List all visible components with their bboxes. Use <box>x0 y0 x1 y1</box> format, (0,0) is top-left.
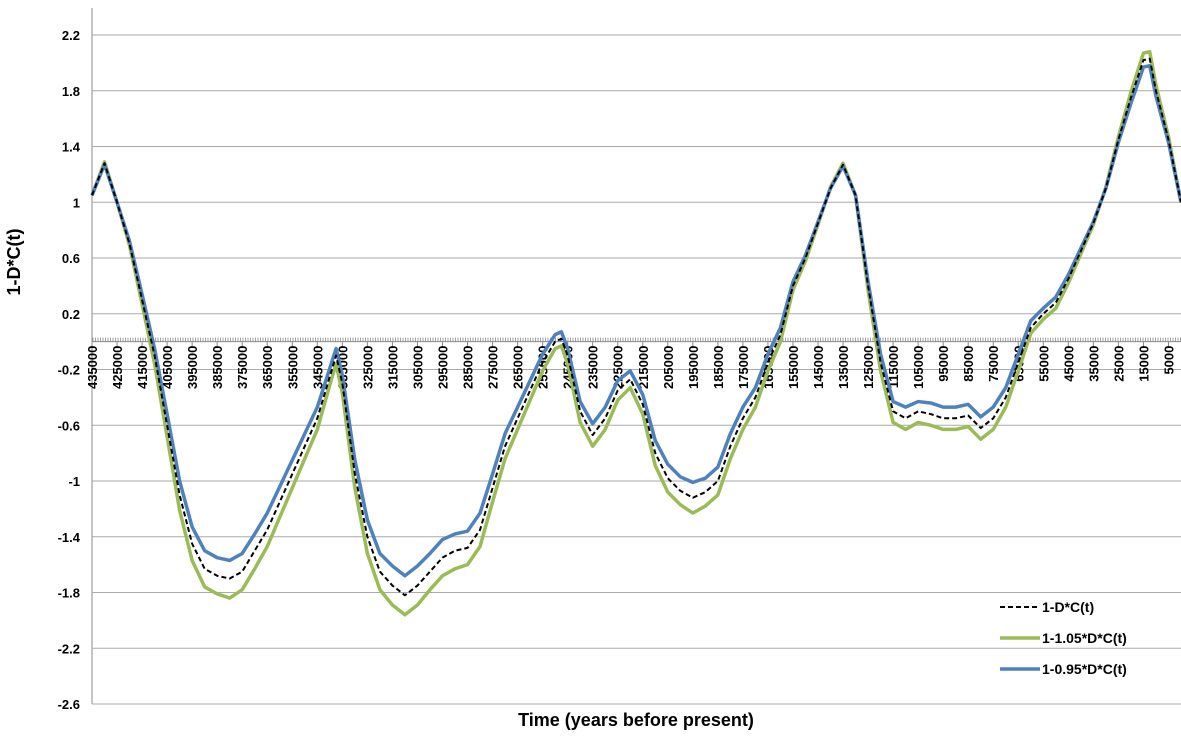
legend-label: 1-0.95*D*C(t) <box>1042 661 1127 677</box>
y-tick-label: -1 <box>68 474 80 489</box>
x-tick-label: 85000 <box>961 346 976 382</box>
x-tick-label: 235000 <box>586 346 601 389</box>
x-tick-label: 295000 <box>435 346 450 389</box>
x-axis-title: Time (years before present) <box>518 710 754 730</box>
x-tick-label: 325000 <box>360 346 375 389</box>
x-tick-label: 15000 <box>1136 346 1151 382</box>
x-tick-label: 405000 <box>160 346 175 389</box>
x-tick-label: 5000 <box>1161 346 1176 375</box>
x-tick-label: 265000 <box>511 346 526 389</box>
x-tick-label: 415000 <box>135 346 150 389</box>
y-tick-label: -2.6 <box>58 697 80 712</box>
x-tick-label: 315000 <box>385 346 400 389</box>
y-axis-title: 1-D*C(t) <box>4 229 24 296</box>
x-tick-label: 115000 <box>886 346 901 389</box>
x-tick-label: 145000 <box>811 346 826 389</box>
x-tick-label: 195000 <box>686 346 701 389</box>
y-tick-label: 0.6 <box>62 251 80 266</box>
x-tick-label: 55000 <box>1036 346 1051 382</box>
y-tick-label: -1.8 <box>58 586 80 601</box>
y-tick-label: -1.4 <box>58 530 81 545</box>
x-tick-label: 395000 <box>185 346 200 389</box>
y-tick-label: -2.2 <box>58 641 80 656</box>
series-line <box>90 63 1181 578</box>
x-tick-label: 185000 <box>711 346 726 389</box>
y-tick-label: -0.6 <box>58 418 80 433</box>
x-tick-label: 345000 <box>310 346 325 389</box>
series-line <box>91 57 1181 597</box>
x-tick-label: 105000 <box>911 346 926 389</box>
x-tick-label: 425000 <box>110 346 125 389</box>
y-tick-label: 1.4 <box>62 140 81 155</box>
x-axis-minor-ticks <box>92 337 1181 342</box>
x-tick-label: 285000 <box>461 346 476 389</box>
y-tick-label: -0.2 <box>58 363 80 378</box>
x-tick-label: 135000 <box>836 346 851 389</box>
x-tick-label: 355000 <box>285 346 300 389</box>
x-tick-label: 215000 <box>636 346 651 389</box>
y-tick-label: 0.2 <box>62 307 80 322</box>
x-tick-label: 155000 <box>786 346 801 389</box>
x-tick-label: 95000 <box>936 346 951 382</box>
x-tick-label: 435000 <box>85 346 100 389</box>
series-line <box>90 49 1181 617</box>
x-tick-label: 175000 <box>736 346 751 389</box>
y-tick-label: 2.2 <box>62 28 80 43</box>
x-tick-label: 25000 <box>1111 346 1126 382</box>
x-tick-label: 205000 <box>661 346 676 389</box>
x-tick-label: 275000 <box>486 346 501 389</box>
x-tick-label: 385000 <box>210 346 225 389</box>
y-tick-label: 1.8 <box>62 84 80 99</box>
x-tick-label: 125000 <box>861 346 876 389</box>
x-tick-label: 35000 <box>1086 346 1101 382</box>
legend-label: 1-D*C(t) <box>1042 599 1094 615</box>
x-tick-label: 375000 <box>235 346 250 389</box>
x-tick-label: 365000 <box>260 346 275 389</box>
x-tick-label: 305000 <box>410 346 425 389</box>
y-tick-label: 1 <box>73 195 80 210</box>
x-tick-label: 75000 <box>986 346 1001 382</box>
x-tick-label: 45000 <box>1061 346 1076 382</box>
legend-label: 1-1.05*D*C(t) <box>1042 630 1127 646</box>
